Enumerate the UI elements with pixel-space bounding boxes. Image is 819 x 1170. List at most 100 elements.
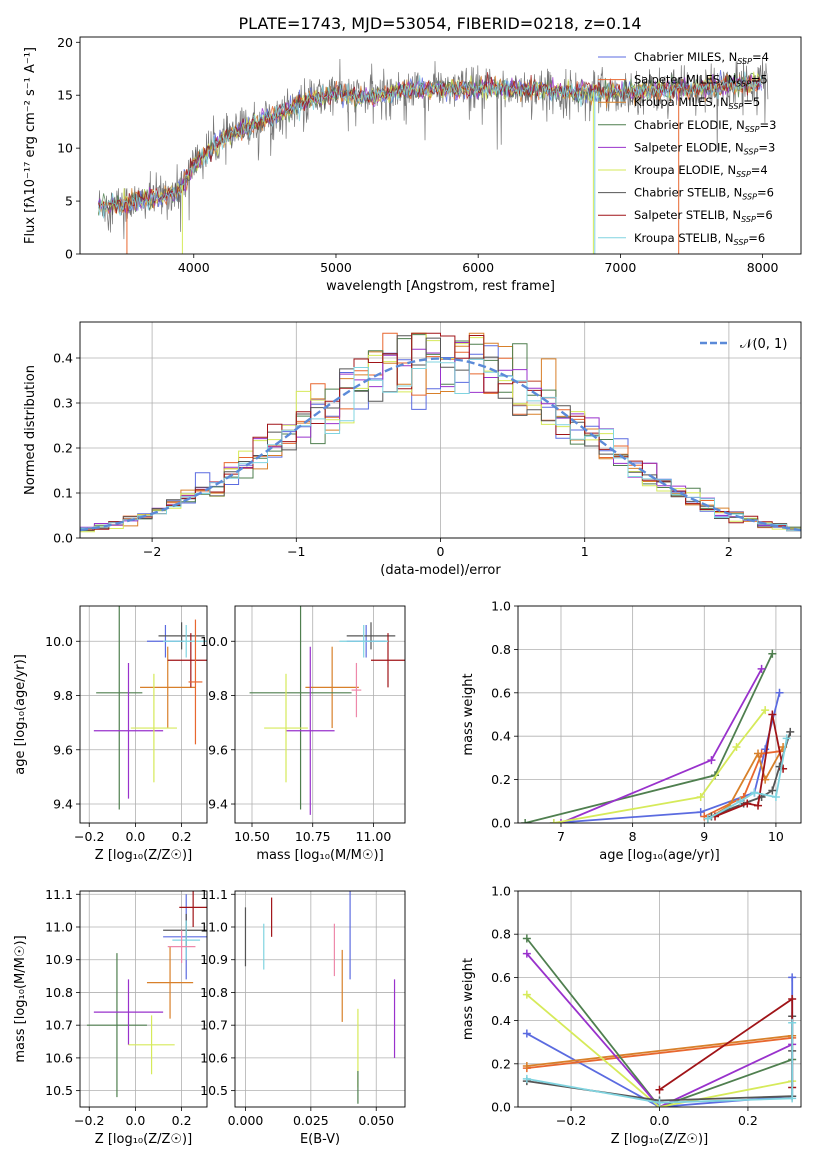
error-bar-point — [93, 979, 164, 1045]
error-bar-point — [179, 891, 207, 927]
x-tick-label: 0.0 — [650, 1113, 670, 1128]
weight-marker — [768, 786, 777, 795]
mass_vs_Z-axes: −0.2 0.0 0.2 10.5 10.6 10.7 10.8 10.9 11.0 11.1 Z … — [13, 887, 208, 1147]
y-tick-label: 20 — [57, 35, 73, 50]
weight-series — [549, 706, 770, 823]
y-tick-label: 10.5 — [45, 1083, 73, 1098]
weight-marker — [655, 1098, 664, 1107]
y-tick-label: 11.0 — [200, 920, 228, 935]
weight-marker — [771, 792, 780, 801]
weight-line — [524, 653, 774, 823]
weight-line — [526, 937, 793, 1107]
weight-marker — [782, 734, 791, 743]
weight-marker — [754, 801, 763, 810]
x-tick-label: 1 — [581, 544, 589, 559]
error-bar-point — [130, 673, 177, 783]
weight-series — [707, 727, 795, 821]
axes-frame — [234, 890, 406, 1108]
weight-marker — [736, 797, 745, 806]
y-tick-label: 0.6 — [491, 970, 511, 985]
axes-frame — [234, 605, 406, 824]
y-tick-label: 10.7 — [45, 1018, 73, 1033]
error-bar-point — [93, 662, 164, 799]
weight-marker — [743, 799, 752, 808]
x-tick-label: 11.00 — [356, 829, 392, 844]
weight-marker — [522, 1061, 531, 1070]
x-tick-label: 0.050 — [358, 1113, 394, 1128]
weight-marker — [788, 973, 797, 982]
error-bar-point — [188, 619, 203, 745]
x-tick-label: 10 — [768, 829, 784, 844]
error-bar-point — [371, 633, 405, 688]
y-tick-label: 10.5 — [200, 1083, 228, 1098]
y-tick-label: 10.0 — [45, 634, 73, 649]
y-tick-label: 10.6 — [200, 1050, 228, 1065]
spectrum-axes: 4000 5000 6000 7000 8000 0 5 10 15 20 wavelength [… — [23, 35, 802, 294]
y-tick-label: 0.4 — [53, 351, 73, 366]
y-tick-label: 1.0 — [491, 884, 511, 899]
y-tick-label: 9.6 — [53, 742, 73, 757]
error-bar-point — [146, 946, 194, 1019]
x-tick-label: 2 — [725, 544, 733, 559]
residual-legend: 𝒩(0, 1) — [700, 337, 787, 352]
error-bar-point — [339, 624, 388, 658]
y-tick-label: 0.2 — [53, 441, 73, 456]
x-axis-label: age [log₁₀(age/yr)] — [599, 848, 720, 863]
error-bar-point — [264, 673, 308, 783]
legend-label: Chabrier STELIB, NSSP=6 — [634, 186, 774, 202]
axes-frame — [517, 890, 802, 1108]
x-axis-label: E(B-V) — [300, 1132, 340, 1147]
weight-marker — [556, 819, 565, 823]
y-tick-label: 10.0 — [200, 634, 228, 649]
weight-marker — [707, 756, 716, 765]
weight-marker — [788, 1094, 797, 1103]
y-tick-label: 0.0 — [53, 531, 73, 546]
weight-marker — [703, 814, 712, 823]
error-bar-point — [86, 953, 147, 1098]
weight-marker — [754, 749, 763, 758]
axes-frame — [517, 605, 802, 824]
x-axis-label: (data-model)/error — [380, 563, 501, 578]
legend-label: Chabrier ELODIE, NSSP=3 — [634, 118, 776, 134]
x-axis-label: wavelength [Angstrom, rest frame] — [326, 279, 555, 294]
normal-curve — [79, 357, 802, 532]
y-tick-label: 0.4 — [491, 1013, 511, 1028]
x-axis-label: Z [log₁₀(Z/Z☉)] — [95, 848, 192, 863]
mass_vs_ebv-axes: 0.000 0.025 0.050 10.5 10.6 10.7 10.8 10.9 11.0 1… — [200, 887, 406, 1147]
weight-line — [703, 750, 780, 818]
weight-series — [549, 688, 784, 823]
y-tick-label: 0.4 — [491, 729, 511, 744]
x-tick-label: 0.2 — [172, 829, 192, 844]
error-bar-point — [249, 606, 352, 810]
y-tick-label: 0.2 — [491, 1056, 511, 1071]
residuals-axes: −2 −1 0 1 2 0.0 0.1 0.2 0.3 0.4 (data-model)/error… — [23, 321, 802, 578]
x-tick-label: 7 — [557, 829, 565, 844]
error-bar-point — [167, 633, 207, 688]
y-tick-label: 9.4 — [208, 797, 228, 812]
legend-label: Salpeter MILES, NSSP=5 — [634, 73, 768, 89]
error-bar-point — [286, 646, 335, 815]
y-axis-label: mass weight — [461, 958, 476, 1040]
x-tick-label: 6000 — [462, 260, 494, 275]
legend-label: 𝒩(0, 1) — [740, 337, 787, 352]
y-tick-label: 9.6 — [208, 742, 228, 757]
weight-line — [526, 1037, 793, 1069]
x-tick-label: 5000 — [320, 260, 352, 275]
weight-marker — [768, 649, 777, 658]
weight-marker — [521, 819, 530, 823]
weight-marker — [522, 1029, 531, 1038]
error-bar-point — [163, 624, 207, 658]
legend-label: Salpeter STELIB, NSSP=6 — [634, 208, 773, 224]
model-spectrum — [98, 71, 762, 219]
x-tick-label: −2 — [143, 544, 161, 559]
axes-frame — [79, 36, 802, 255]
y-tick-label: 0.0 — [491, 816, 511, 831]
y-tick-label: 11.1 — [200, 887, 228, 902]
legend-label: Chabrier MILES, NSSP=4 — [634, 50, 769, 66]
y-tick-label: 10 — [57, 141, 73, 156]
error-bar-point — [351, 662, 362, 718]
weight-marker — [786, 727, 795, 736]
y-axis-label: mass [log₁₀(M/M☉)] — [13, 935, 28, 1062]
weight-line — [526, 953, 793, 1107]
